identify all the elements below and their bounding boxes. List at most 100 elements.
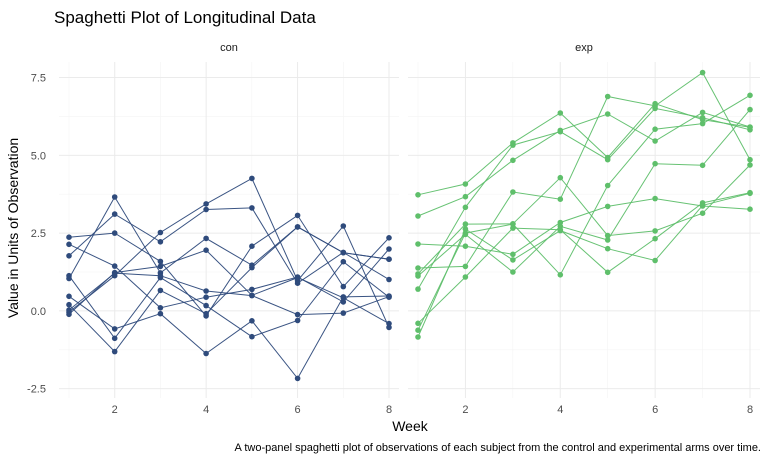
- data-point: [415, 320, 421, 327]
- data-point: [462, 193, 469, 200]
- series-line-con-8: [68, 177, 390, 328]
- series-line-exp-10: [417, 192, 751, 324]
- data-point: [249, 205, 255, 211]
- chart-panels: -2.5 0.0 2.5 5.0 7.5 2 4 6 8 con 2 4 6 8 exp: [27, 42, 760, 416]
- data-point: [340, 310, 347, 316]
- series-line-con-4: [68, 196, 390, 279]
- data-point: [111, 348, 118, 355]
- data-point: [510, 257, 516, 263]
- data-point: [66, 301, 72, 308]
- data-point: [462, 226, 469, 232]
- data-point: [157, 258, 164, 265]
- data-point: [157, 229, 164, 236]
- x-tick-label: 8: [747, 404, 753, 416]
- data-point: [604, 93, 611, 100]
- data-point: [557, 110, 564, 116]
- series-line-exp-8: [417, 164, 751, 275]
- data-point: [415, 192, 421, 198]
- x-tick-label: 2: [112, 404, 118, 416]
- x-tick-label: 6: [295, 404, 301, 416]
- x-tick-label: 8: [386, 404, 392, 416]
- data-point: [462, 181, 469, 187]
- data-point: [66, 311, 72, 318]
- series-line-exp-7: [417, 109, 751, 277]
- series-line-con-9: [68, 243, 390, 309]
- data-point: [699, 116, 706, 123]
- data-point: [415, 334, 421, 340]
- y-axis-title: Value in Units of Observation: [5, 138, 21, 318]
- data-point: [203, 201, 209, 207]
- x-tick-label: 4: [203, 404, 209, 416]
- data-point: [203, 294, 209, 301]
- series-line-con-10: [68, 249, 390, 325]
- data-point: [462, 231, 469, 238]
- data-point: [340, 249, 347, 256]
- chart-title: Spaghetti Plot of Longitudinal Data: [54, 8, 316, 27]
- series-line-con-2: [68, 260, 390, 340]
- data-point: [294, 212, 301, 219]
- panel-label-exp: exp: [575, 42, 593, 54]
- data-point: [203, 206, 209, 213]
- data-point: [557, 226, 564, 233]
- data-point: [203, 247, 209, 253]
- data-point: [462, 263, 469, 270]
- data-point: [510, 269, 516, 275]
- data-point: [111, 326, 118, 332]
- data-point: [340, 299, 347, 305]
- data-point: [699, 69, 706, 76]
- series-line-exp-5: [417, 107, 751, 290]
- data-point: [510, 157, 516, 164]
- data-point: [747, 189, 753, 196]
- data-point: [157, 287, 164, 294]
- data-point: [747, 206, 753, 212]
- data-point: [699, 162, 706, 169]
- series-line-con-6: [68, 214, 390, 317]
- data-point: [203, 313, 209, 319]
- data-point: [340, 295, 347, 301]
- data-point: [157, 310, 164, 317]
- data-point: [66, 234, 72, 240]
- data-point: [604, 203, 611, 210]
- x-axis-title: Week: [392, 418, 429, 434]
- y-tick-label: 5.0: [31, 150, 46, 162]
- data-point: [294, 317, 301, 324]
- data-point: [604, 237, 611, 243]
- data-point: [294, 274, 301, 281]
- data-point: [557, 128, 564, 135]
- data-point: [415, 213, 421, 219]
- data-point: [249, 262, 255, 269]
- data-point: [111, 335, 118, 342]
- data-point: [652, 160, 658, 167]
- data-point: [386, 276, 392, 283]
- data-point: [415, 327, 421, 334]
- data-point: [462, 243, 469, 249]
- data-point: [203, 302, 209, 309]
- data-point: [652, 257, 658, 264]
- data-point: [203, 288, 209, 294]
- data-point: [249, 243, 255, 249]
- data-point: [249, 333, 255, 340]
- series-line-exp-3: [417, 198, 751, 255]
- data-point: [604, 111, 611, 117]
- data-point: [604, 154, 611, 161]
- data-point: [415, 271, 421, 277]
- data-point: [747, 92, 753, 99]
- data-point: [66, 275, 72, 282]
- data-point: [699, 210, 706, 216]
- data-point: [294, 224, 301, 230]
- data-point: [415, 241, 421, 247]
- data-point: [203, 350, 209, 357]
- data-point: [386, 235, 392, 241]
- data-point: [652, 195, 658, 202]
- x-tick-label: 6: [652, 404, 658, 416]
- panel-label-con: con: [220, 42, 238, 54]
- data-point: [557, 272, 564, 278]
- data-point: [249, 318, 255, 324]
- data-point: [415, 286, 421, 292]
- series-line-con-1: [68, 226, 390, 353]
- data-point: [604, 269, 611, 276]
- series-line-exp-2: [417, 192, 751, 338]
- panel-exp: 2 4 6 8 exp: [408, 42, 760, 416]
- data-point: [294, 375, 301, 382]
- x-tick-label: 4: [557, 404, 563, 416]
